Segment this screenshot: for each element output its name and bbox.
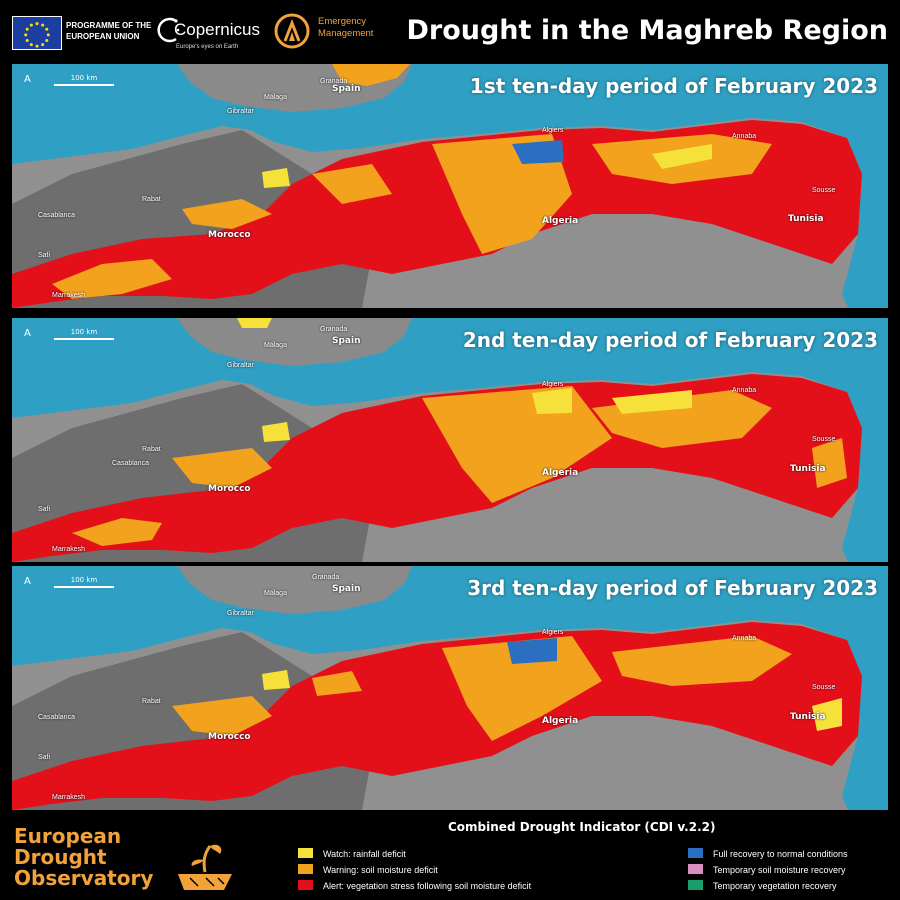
map-panel-1-svg [12,64,862,308]
legend-swatch-soil-recovery [688,864,703,874]
label-safi: Safi [38,506,51,513]
label-gibraltar: Gibraltar [227,610,254,617]
drought-observatory-icon [178,844,232,890]
panel-1-title: 1st ten-day period of February 2023 [469,74,878,98]
label-morocco: Morocco [208,732,251,742]
north-arrow-icon: A [24,576,31,587]
label-algiers: Algiers [542,127,564,134]
observatory-name: European Drought Observatory [14,824,154,890]
legend-item-watch: Watch: rainfall deficit [298,848,406,859]
label-malaga: Málaga [264,94,287,101]
panel-2-title: 2nd ten-day period of February 2023 [462,328,878,352]
label-tunisia: Tunisia [790,464,826,474]
legend-swatch-watch [298,848,313,858]
legend-item-alert: Alert: vegetation stress following soil … [298,880,531,891]
legend-swatch-alert [298,880,313,890]
label-tunisia: Tunisia [788,214,824,224]
label-rabat: Rabat [142,196,161,203]
emergency-management-icon [274,13,310,49]
label-granada: Granada [312,574,340,581]
map-panel-3: 3rd ten-day period of February 2023 A 10… [12,566,888,810]
label-algeria: Algeria [542,216,579,226]
copernicus-logo: Copernicus Europe's eyes on Earth [156,16,260,56]
label-casablanca: Casablanca [112,460,149,467]
label-malaga: Málaga [264,590,287,597]
eu-flag-icon [12,16,62,50]
label-granada: Granada [320,326,348,333]
legend-title: Combined Drought Indicator (CDI v.2.2) [448,820,716,834]
label-casablanca: Casablanca [38,212,75,219]
scale-bar: 100 km [54,328,114,340]
label-marrakesh: Marrakesh [52,794,86,801]
scale-bar: 100 km [54,74,114,86]
legend-item-full-recovery: Full recovery to normal conditions [688,848,848,859]
header: PROGRAMME OF THE EUROPEAN UNION Copernic… [0,0,900,62]
label-annaba: Annaba [732,387,757,394]
label-marrakesh: Marrakesh [52,292,86,299]
label-algiers: Algiers [542,381,564,388]
copernicus-name: Copernicus [174,20,260,39]
north-arrow-icon: A [24,74,31,85]
legend-swatch-warning [298,864,313,874]
label-algeria: Algeria [542,716,579,726]
copernicus-tagline: Europe's eyes on Earth [176,44,239,50]
label-casablanca: Casablanca [38,714,75,721]
label-granada: Granada [320,78,348,85]
scale-bar: 100 km [54,576,114,588]
legend-item-soil-recovery: Temporary soil moisture recovery [688,864,846,875]
legend-item-warning: Warning: soil moisture deficit [298,864,438,875]
label-spain: Spain [332,336,361,346]
label-gibraltar: Gibraltar [227,362,254,369]
map-panel-3-svg [12,566,862,810]
label-sousse: Sousse [812,187,836,194]
label-safi: Safi [38,252,51,259]
emergency-management-text: Emergency Management [318,16,374,39]
panel-3-title: 3rd ten-day period of February 2023 [467,576,878,600]
copernicus-c-icon [157,17,180,43]
label-safi: Safi [38,754,51,761]
eu-programme-text: PROGRAMME OF THE EUROPEAN UNION [66,21,152,41]
legend-swatch-full-recovery [688,848,703,858]
label-tunisia: Tunisia [790,712,826,722]
label-annaba: Annaba [732,133,757,140]
label-algiers: Algiers [542,629,564,636]
main-title: Drought in the Maghreb Region [406,15,888,46]
map-panel-1: 1st ten-day period of February 2023 A 10… [12,64,888,308]
label-spain: Spain [332,84,361,94]
legend-item-vegetation-recovery: Temporary vegetation recovery [688,880,837,891]
label-annaba: Annaba [732,635,757,642]
label-morocco: Morocco [208,484,251,494]
label-marrakesh: Marrakesh [52,546,86,553]
label-rabat: Rabat [142,698,161,705]
map-panel-2: 2nd ten-day period of February 2023 A 10… [12,318,888,562]
map-panel-2-svg [12,318,862,562]
label-algeria: Algeria [542,468,579,478]
label-sousse: Sousse [812,436,836,443]
label-morocco: Morocco [208,230,251,240]
north-arrow-icon: A [24,328,31,339]
label-gibraltar: Gibraltar [227,108,254,115]
label-sousse: Sousse [812,684,836,691]
label-malaga: Málaga [264,342,287,349]
label-spain: Spain [332,584,361,594]
label-rabat: Rabat [142,446,161,453]
legend-swatch-vegetation-recovery [688,880,703,890]
footer: European Drought Observatory Combined Dr… [0,810,900,900]
